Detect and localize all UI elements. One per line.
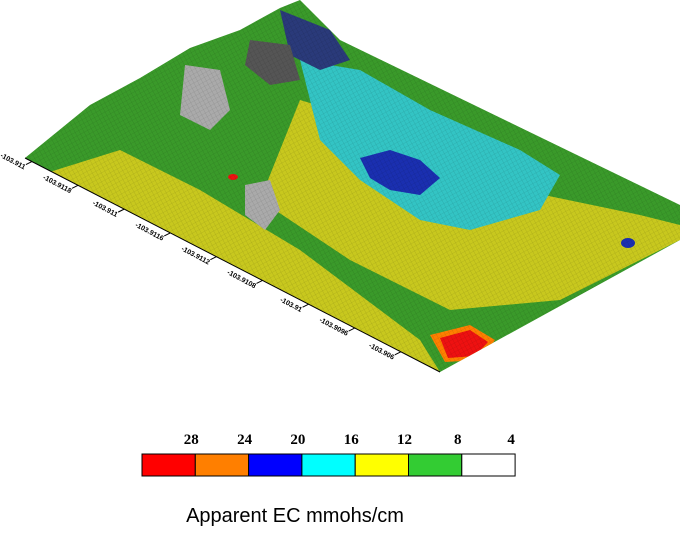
legend-color-box bbox=[354, 453, 410, 477]
legend-boundary-label: 12 bbox=[397, 432, 412, 448]
legend-color-box bbox=[141, 453, 196, 477]
surface-zones bbox=[25, 0, 680, 372]
legend-title: Apparent EC mmohs/cm bbox=[186, 505, 404, 527]
legend-boundary-label: 8 bbox=[454, 432, 462, 448]
x-axis-tick-mark bbox=[25, 161, 33, 166]
x-axis-tick-mark bbox=[117, 208, 125, 213]
x-axis-tick-mark bbox=[210, 256, 217, 261]
legend-boundary-label: 4 bbox=[507, 432, 515, 448]
legend-color-box bbox=[461, 453, 516, 477]
x-axis-tick-mark bbox=[302, 303, 309, 308]
ec-surface-plot: -103.911-103.9118-103.911-103.9116-103.9… bbox=[0, 0, 680, 373]
x-axis-tick-mark bbox=[256, 280, 263, 284]
legend-boundary-label: 24 bbox=[237, 432, 253, 448]
x-axis-ticks: -103.911-103.9118-103.911-103.9116-103.9… bbox=[0, 152, 402, 362]
legend: 28 24 20 16 12 8 4 bbox=[141, 432, 516, 477]
legend-boundary-label: 20 bbox=[290, 432, 305, 448]
surface-mesh bbox=[25, 0, 680, 372]
legend-boundary-label: 28 bbox=[184, 432, 199, 448]
x-axis-tick-mark bbox=[348, 327, 355, 332]
x-axis-tick-label: -103.911 bbox=[0, 152, 26, 171]
legend-color-box bbox=[408, 453, 463, 477]
x-axis-line bbox=[24, 157, 441, 373]
x-axis-tick-mark bbox=[71, 184, 79, 189]
x-axis-tick-mark bbox=[164, 232, 171, 237]
legend-color-box bbox=[194, 453, 250, 477]
x-axis-tick-mark bbox=[394, 351, 402, 356]
legend-boundary-label: 16 bbox=[344, 432, 360, 448]
legend-color-box bbox=[301, 453, 356, 477]
legend-color-box bbox=[248, 453, 303, 477]
